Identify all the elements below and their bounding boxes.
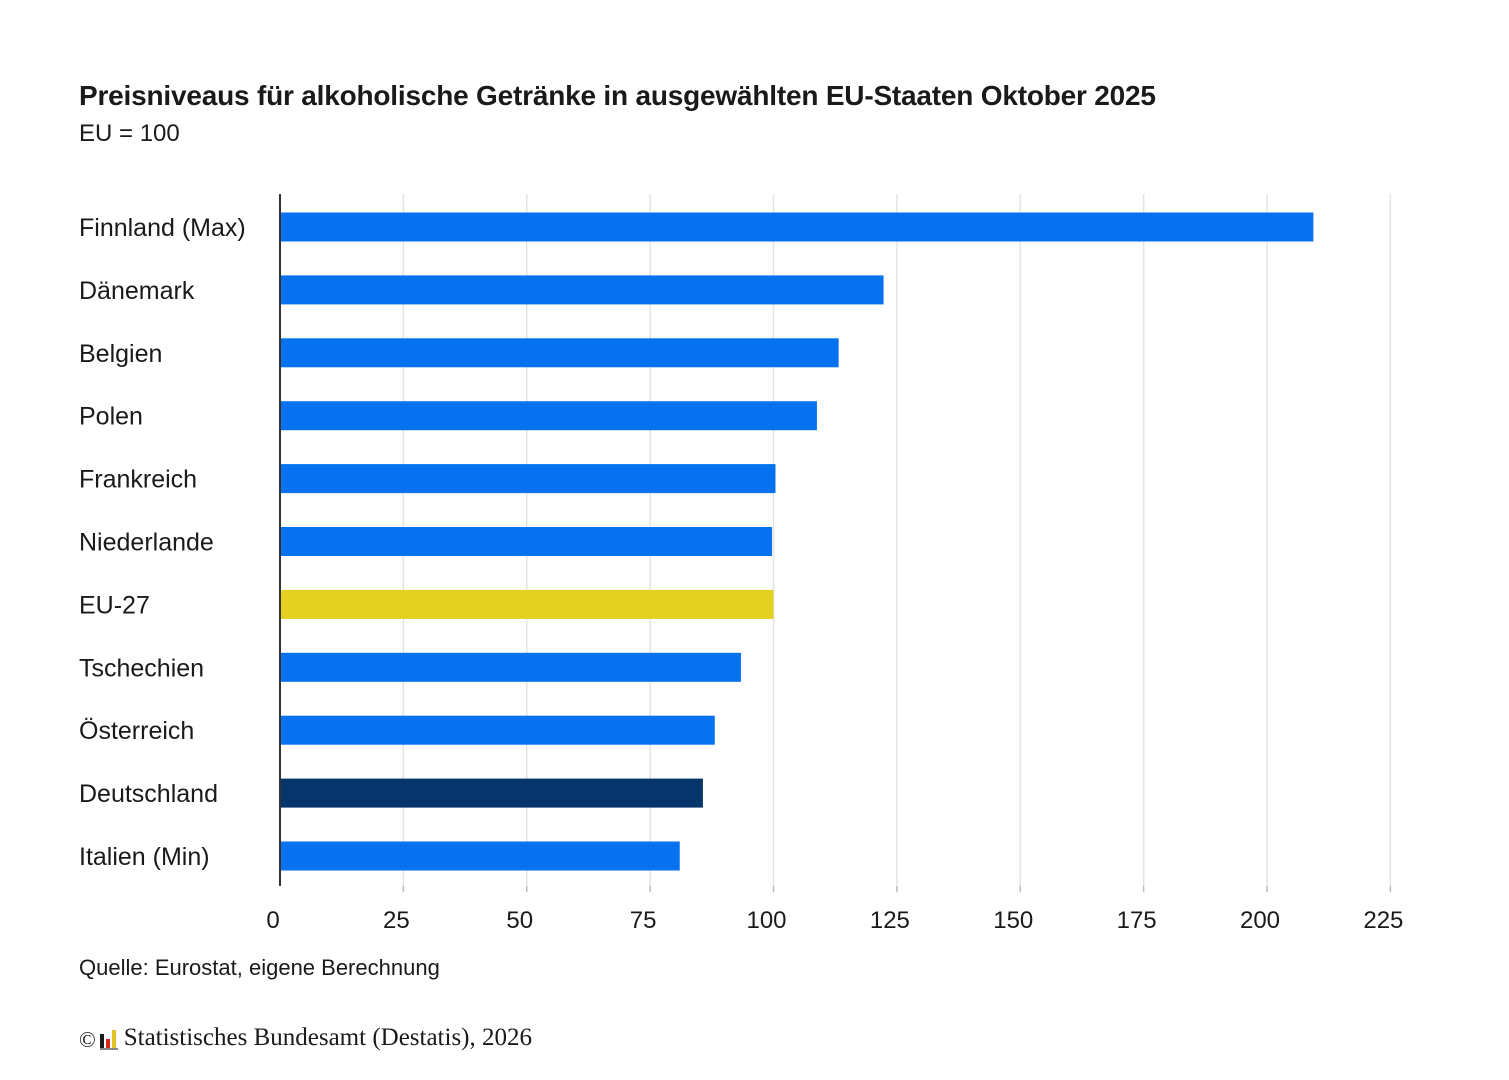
category-label: Italien (Min) [79, 843, 210, 871]
bar [281, 464, 776, 494]
chart-title: Preisniveaus für alkoholische Getränke i… [79, 80, 1156, 111]
x-tick-label: 0 [266, 907, 279, 934]
category-label: Frankreich [79, 466, 197, 494]
destatis-logo-icon [99, 1027, 124, 1050]
bars [281, 212, 1314, 871]
category-labels: Finnland (Max) Dänemark Belgien Polen Frankr… [79, 214, 246, 871]
category-label: Niederlande [79, 529, 214, 557]
bar [281, 527, 773, 556]
x-tick-label: 50 [506, 907, 533, 934]
bar [281, 778, 703, 808]
category-label: Österreich [79, 717, 194, 745]
x-tick-label: 100 [746, 907, 786, 934]
bar [281, 715, 715, 745]
x-tick-label: 150 [993, 907, 1033, 934]
x-tick-label: 225 [1363, 907, 1403, 934]
copyright-symbol: © [79, 1027, 96, 1052]
category-label: Dänemark [79, 277, 195, 305]
category-label: EU-27 [79, 591, 150, 619]
x-tick-labels: 0 25 50 75 100 125 150 175 200 225 [266, 907, 1403, 934]
footer: © Statistisches Bundesamt (Destatis), 20… [79, 1024, 532, 1052]
x-tick-label: 25 [383, 907, 410, 934]
x-tick-label: 75 [630, 907, 657, 934]
category-label: Finnland (Max) [79, 214, 246, 242]
category-label: Belgien [79, 340, 162, 368]
bar [281, 841, 680, 871]
x-tick-label: 125 [870, 907, 910, 934]
chart-subtitle: EU = 100 [79, 120, 180, 147]
bar [281, 589, 774, 619]
bar [281, 275, 884, 305]
bar [281, 212, 1314, 242]
bar [281, 401, 817, 431]
footer-text: Statistisches Bundesamt (Destatis), 2026 [123, 1024, 533, 1051]
category-label: Tschechien [79, 654, 204, 682]
x-tick-label: 175 [1117, 907, 1157, 934]
bar [281, 652, 741, 682]
category-label: Deutschland [79, 780, 218, 808]
bar [281, 338, 839, 368]
source-note: Quelle: Eurostat, eigene Berechnung [79, 955, 440, 980]
bar-chart: Finnland (Max) Dänemark Belgien Polen Frankr… [79, 194, 1403, 934]
category-label: Polen [79, 403, 143, 431]
x-tick-label: 200 [1240, 907, 1280, 934]
